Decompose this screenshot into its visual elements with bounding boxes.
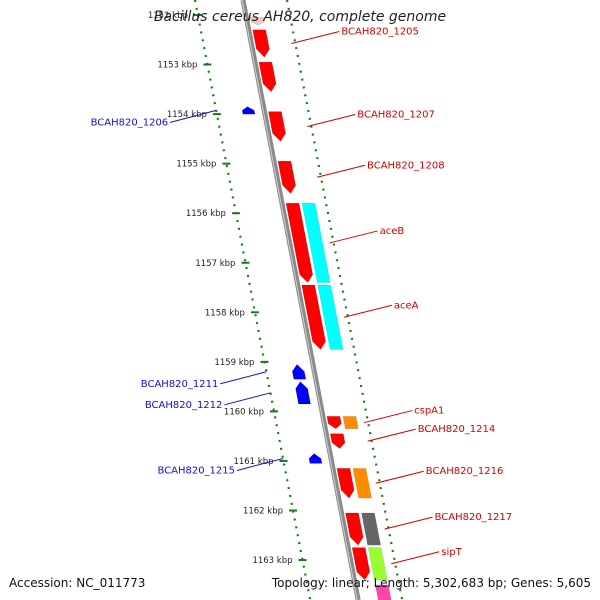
reverse-gene-arrow: [308, 453, 323, 464]
feature-block: [301, 203, 331, 283]
tick-label: 1160 kbp: [224, 407, 264, 417]
forward-gene-leader: [367, 428, 416, 442]
tick-label: 1152 kbp: [148, 11, 188, 21]
forward-gene-leader: [329, 230, 378, 244]
forward-gene-arrow: [301, 284, 326, 350]
feature-block: [342, 416, 359, 429]
genome-backbone: [240, 0, 361, 600]
reverse-gene-arrow: [241, 106, 256, 115]
reverse-gene-leader: [236, 457, 284, 471]
gene-layer: [241, 17, 371, 581]
tick-label: 1157 kbp: [195, 259, 235, 269]
tick-label: 1158 kbp: [205, 308, 245, 318]
feature-block: [367, 547, 388, 581]
forward-gene-label: aceA: [394, 300, 419, 311]
tick-label: 1159 kbp: [214, 358, 254, 368]
forward-gene-arrow: [277, 160, 296, 194]
forward-gene-label: sipT: [441, 547, 462, 558]
forward-gene-leader: [316, 164, 366, 178]
forward-gene-label: BCAH820_1214: [418, 424, 496, 435]
forward-gene-arrow: [258, 61, 277, 93]
reverse-gene-leader: [220, 371, 267, 385]
forward-gene-leader: [364, 410, 413, 424]
reverse-gene-leader: [224, 392, 271, 406]
tick-label: 1155 kbp: [176, 160, 216, 170]
reverse-gene-arrow: [292, 363, 307, 380]
reverse-gene-arrow: [295, 381, 311, 405]
forward-gene-leader: [391, 551, 440, 565]
tick-label: 1163 kbp: [252, 556, 292, 566]
feature-block: [374, 584, 392, 600]
forward-gene-arrow: [250, 17, 265, 26]
forward-gene-arrow: [252, 29, 270, 58]
forward-gene-label: cspA1: [414, 406, 444, 417]
reverse-gene-leader: [170, 109, 217, 123]
forward-gene-arrow: [351, 547, 371, 581]
tick-label: 1162 kbp: [243, 507, 283, 517]
forward-gene-arrow: [345, 512, 364, 546]
forward-gene-arrow: [336, 468, 355, 499]
right-dotted-track: [285, 0, 404, 600]
tick-label: 1156 kbp: [186, 209, 226, 219]
forward-gene-label: BCAH820_1216: [426, 466, 504, 477]
backbone-line: [240, 0, 361, 600]
topology-summary: Topology: linear; Length: 5,302,683 bp; …: [271, 576, 591, 590]
tick-layer: 1152 kbp 1153 kbp 1154 kbp 1155 kbp 1156 kbp…: [148, 11, 307, 566]
label-layer: BCAH820_1205 BCAH820_1207 BCAH820_1208 aceB…: [91, 26, 513, 565]
forward-gene-leader: [384, 516, 433, 530]
tick-label: 1161 kbp: [233, 457, 273, 467]
tick-label: 1154 kbp: [167, 110, 207, 120]
reverse-gene-label: BCAH820_1212: [145, 400, 223, 411]
accession-text: Accession: NC_011773: [9, 576, 146, 590]
forward-gene-label: BCAH820_1217: [435, 512, 513, 523]
forward-gene-arrow: [326, 416, 342, 430]
forward-gene-label: BCAH820_1208: [367, 160, 445, 171]
forward-gene-label: BCAH820_1207: [357, 109, 435, 120]
forward-gene-arrow: [329, 433, 346, 449]
backbone-highlight: [241, 0, 358, 600]
forward-gene-label: aceB: [380, 226, 405, 237]
reverse-gene-label: BCAH820_1215: [157, 465, 235, 476]
forward-gene-label: BCAH820_1205: [341, 26, 419, 37]
reverse-gene-label: BCAH820_1211: [141, 379, 219, 390]
tick-label: 1153 kbp: [157, 61, 197, 71]
forward-gene-leader: [291, 31, 340, 44]
dotted-tracks: [193, 0, 404, 600]
feature-block: [352, 468, 372, 499]
map-title: Bacillus cereus AH820, complete genome: [153, 9, 447, 25]
reverse-gene-label: BCAH820_1206: [91, 117, 169, 128]
feature-block: [361, 512, 381, 546]
feature-layer: [301, 203, 392, 600]
left-dotted-track: [193, 0, 312, 600]
forward-gene-arrow: [268, 111, 286, 142]
forward-gene-arrow: [285, 203, 313, 283]
forward-gene-leader: [343, 304, 393, 318]
forward-gene-leader: [375, 470, 424, 484]
forward-gene-leader: [307, 114, 356, 127]
feature-block: [317, 284, 344, 350]
